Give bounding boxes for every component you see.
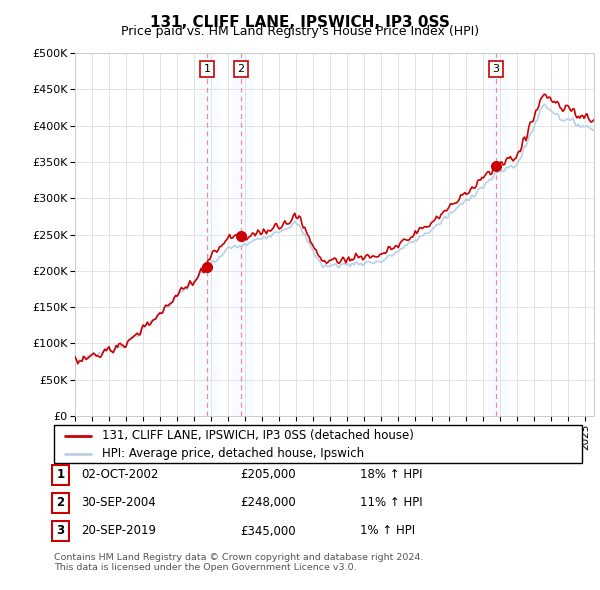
Text: 2: 2 [56, 496, 65, 509]
Text: 1: 1 [203, 64, 211, 74]
Text: 30-SEP-2004: 30-SEP-2004 [81, 496, 156, 509]
Text: 18% ↑ HPI: 18% ↑ HPI [360, 468, 422, 481]
Text: £205,000: £205,000 [240, 468, 296, 481]
Bar [232, 53, 254, 416]
Text: £345,000: £345,000 [240, 525, 296, 537]
Text: 3: 3 [493, 64, 500, 74]
Text: 1: 1 [56, 468, 65, 481]
Bar [199, 53, 220, 416]
FancyBboxPatch shape [54, 425, 582, 463]
FancyBboxPatch shape [52, 521, 69, 541]
Text: HPI: Average price, detached house, Ipswich: HPI: Average price, detached house, Ipsw… [101, 447, 364, 460]
Text: 20-SEP-2019: 20-SEP-2019 [81, 525, 156, 537]
Text: 131, CLIFF LANE, IPSWICH, IP3 0SS (detached house): 131, CLIFF LANE, IPSWICH, IP3 0SS (detac… [101, 429, 413, 442]
Text: Price paid vs. HM Land Registry's House Price Index (HPI): Price paid vs. HM Land Registry's House … [121, 25, 479, 38]
FancyBboxPatch shape [52, 493, 69, 513]
Bar [488, 53, 509, 416]
FancyBboxPatch shape [52, 465, 69, 485]
Text: 02-OCT-2002: 02-OCT-2002 [81, 468, 158, 481]
Text: 2: 2 [238, 64, 244, 74]
Text: 3: 3 [56, 525, 65, 537]
Text: 1% ↑ HPI: 1% ↑ HPI [360, 525, 415, 537]
Text: Contains HM Land Registry data © Crown copyright and database right 2024.: Contains HM Land Registry data © Crown c… [54, 553, 424, 562]
Text: £248,000: £248,000 [240, 496, 296, 509]
Text: 11% ↑ HPI: 11% ↑ HPI [360, 496, 422, 509]
Text: 131, CLIFF LANE, IPSWICH, IP3 0SS: 131, CLIFF LANE, IPSWICH, IP3 0SS [150, 15, 450, 30]
Text: This data is licensed under the Open Government Licence v3.0.: This data is licensed under the Open Gov… [54, 563, 356, 572]
